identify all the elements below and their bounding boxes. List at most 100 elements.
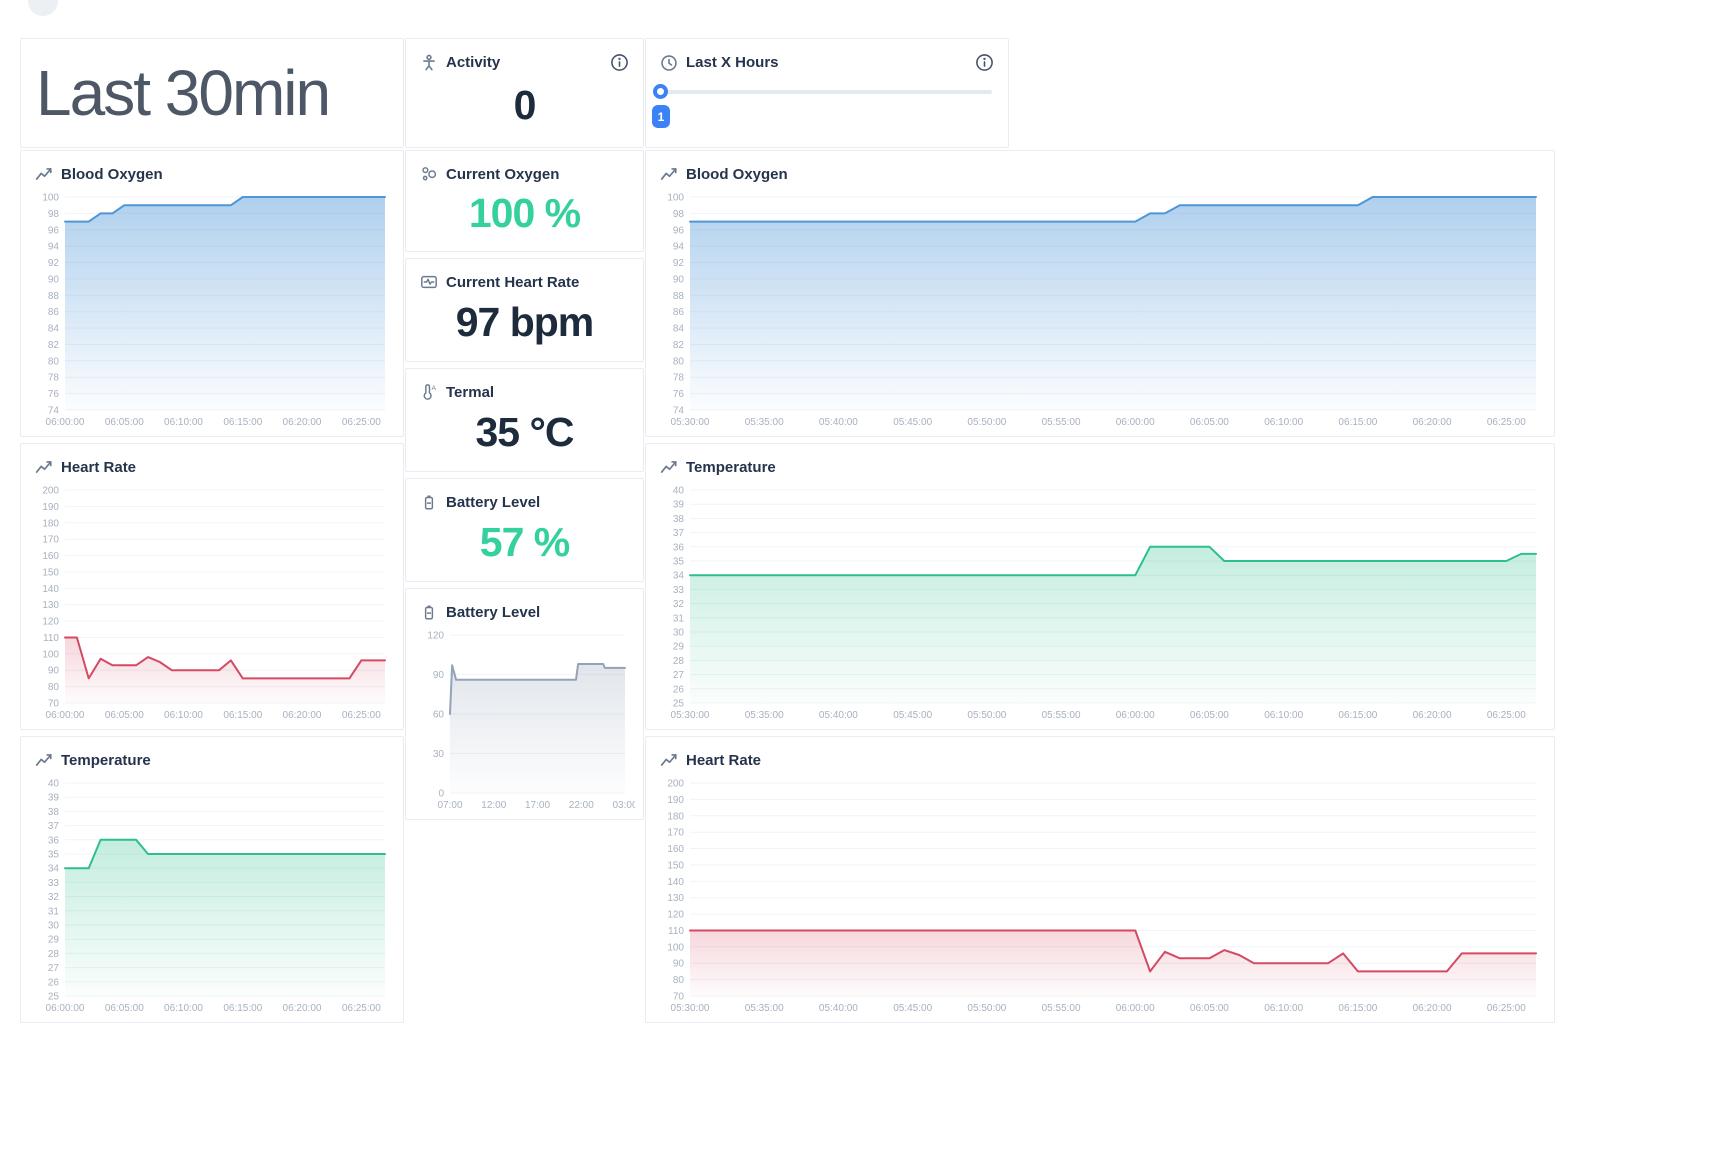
svg-text:27: 27 [48, 963, 60, 974]
svg-text:150: 150 [42, 567, 59, 578]
svg-text:94: 94 [673, 242, 685, 253]
svg-text:100: 100 [667, 942, 684, 953]
svg-text:06:20:00: 06:20:00 [283, 1003, 322, 1014]
svg-text:06:05:00: 06:05:00 [105, 1003, 144, 1014]
svg-text:25: 25 [48, 992, 60, 1003]
svg-text:05:35:00: 05:35:00 [745, 417, 784, 428]
blood-oxygen-card-30min: Blood Oxygen 74 76 78 80 82 84 86 88 90 92 94 96 98 1… [20, 150, 404, 437]
hours-slider[interactable]: 1 [646, 72, 1008, 147]
svg-text:100: 100 [42, 193, 59, 204]
svg-text:74: 74 [673, 406, 685, 417]
trend-icon [660, 458, 678, 476]
svg-text:36: 36 [48, 835, 60, 846]
current-oxygen-label: Current Oxygen [446, 165, 560, 183]
svg-text:86: 86 [673, 307, 685, 318]
svg-text:74: 74 [48, 406, 60, 417]
svg-text:120: 120 [667, 910, 684, 921]
svg-text:05:55:00: 05:55:00 [1042, 1003, 1081, 1014]
svg-text:05:40:00: 05:40:00 [819, 1003, 858, 1014]
svg-text:180: 180 [667, 811, 684, 822]
svg-text:190: 190 [667, 795, 684, 806]
slider-handle[interactable] [653, 84, 668, 99]
svg-text:40: 40 [48, 779, 60, 790]
svg-text:05:55:00: 05:55:00 [1042, 417, 1081, 428]
svg-text:96: 96 [48, 225, 60, 236]
svg-text:31: 31 [673, 613, 685, 624]
svg-text:35: 35 [673, 557, 685, 568]
svg-text:120: 120 [42, 617, 59, 628]
slider-value-badge: 1 [652, 105, 670, 128]
svg-text:06:00:00: 06:00:00 [46, 710, 85, 721]
slider-track[interactable] [660, 90, 992, 94]
svg-text:32: 32 [48, 892, 60, 903]
chart-title: Heart Rate [61, 458, 137, 476]
svg-text:38: 38 [48, 807, 60, 818]
current-heart-rate-label: Current Heart Rate [446, 273, 580, 291]
svg-text:06:10:00: 06:10:00 [164, 417, 203, 428]
thermometer-icon: A [420, 383, 438, 401]
termal-label: Termal [446, 383, 495, 401]
svg-text:06:20:00: 06:20:00 [283, 417, 322, 428]
temperature-card-1h: Temperature 25 26 27 28 29 30 31 32 33 34 35 36 37 38… [645, 443, 1555, 730]
svg-text:29: 29 [48, 935, 60, 946]
blood-oxygen-chart-30min: 74 76 78 80 82 84 86 88 90 92 94 96 98 100 06:00:00 06:… [29, 191, 395, 430]
trend-icon [35, 751, 53, 769]
svg-text:05:35:00: 05:35:00 [745, 1003, 784, 1014]
last-x-hours-label: Last X Hours [686, 54, 779, 71]
svg-text:80: 80 [48, 682, 60, 693]
svg-text:06:00:00: 06:00:00 [46, 417, 85, 428]
svg-text:78: 78 [48, 373, 60, 384]
battery-level-chart: 0 30 60 90 120 07:00 12:00 17:00 22:00 03:00 [414, 629, 635, 813]
heart-rate-card-30min: Heart Rate 70 80 90 100 110 120 130 140 150 160 17… [20, 443, 404, 730]
svg-text:150: 150 [667, 860, 684, 871]
person-icon [420, 54, 438, 72]
svg-text:33: 33 [48, 878, 60, 889]
svg-text:96: 96 [673, 225, 685, 236]
termal-card: A Termal 35 °C [405, 368, 644, 472]
svg-text:37: 37 [48, 821, 60, 832]
svg-text:110: 110 [43, 633, 59, 644]
heart-rate-icon [420, 273, 438, 291]
svg-text:06:05:00: 06:05:00 [1190, 710, 1229, 721]
svg-text:05:30:00: 05:30:00 [671, 1003, 710, 1014]
current-heart-rate-value: 97 bpm [455, 298, 595, 345]
activity-value: 0 [513, 82, 537, 128]
svg-text:06:20:00: 06:20:00 [1413, 417, 1452, 428]
activity-label: Activity [446, 54, 501, 71]
chart-title: Battery Level [446, 603, 541, 621]
svg-text:38: 38 [673, 514, 685, 525]
svg-text:06:00:00: 06:00:00 [46, 1003, 85, 1014]
svg-text:90: 90 [48, 274, 60, 285]
temperature-card-30min: Temperature 25 26 27 28 29 30 31 32 33 34 35 36 37 38… [20, 736, 404, 1023]
svg-text:90: 90 [673, 959, 685, 970]
info-icon[interactable] [975, 53, 994, 72]
current-oxygen-value: 100 % [468, 189, 581, 236]
svg-text:06:05:00: 06:05:00 [1190, 417, 1229, 428]
svg-text:06:10:00: 06:10:00 [1264, 417, 1303, 428]
svg-text:05:50:00: 05:50:00 [967, 417, 1006, 428]
svg-text:78: 78 [673, 373, 685, 384]
svg-text:88: 88 [48, 291, 60, 302]
svg-text:27: 27 [673, 670, 685, 681]
svg-text:06:10:00: 06:10:00 [1264, 710, 1303, 721]
svg-text:05:50:00: 05:50:00 [967, 1003, 1006, 1014]
corner-avatar[interactable] [28, 0, 58, 16]
svg-text:03:00: 03:00 [612, 800, 635, 811]
svg-text:05:45:00: 05:45:00 [893, 1003, 932, 1014]
blood-oxygen-card-1h: Blood Oxygen 74 76 78 80 82 84 86 88 90 92 94 96 98 1… [645, 150, 1555, 437]
battery-level-value: 57 % [479, 518, 570, 565]
svg-text:06:15:00: 06:15:00 [1338, 1003, 1377, 1014]
svg-text:90: 90 [433, 670, 445, 681]
svg-text:06:25:00: 06:25:00 [342, 1003, 381, 1014]
chart-title: Temperature [61, 751, 151, 769]
svg-text:100: 100 [42, 649, 59, 660]
heart-rate-chart-1h: 70 80 90 100 110 120 130 140 150 160 170 180 190 200 0… [654, 777, 1546, 1016]
info-icon[interactable] [610, 53, 629, 72]
svg-text:110: 110 [668, 926, 684, 937]
last-x-hours-card: Last X Hours 1 [645, 38, 1009, 148]
svg-text:0: 0 [438, 789, 444, 800]
svg-text:70: 70 [48, 699, 60, 710]
svg-text:05:50:00: 05:50:00 [967, 710, 1006, 721]
svg-text:76: 76 [673, 389, 685, 400]
svg-text:30: 30 [433, 749, 445, 760]
